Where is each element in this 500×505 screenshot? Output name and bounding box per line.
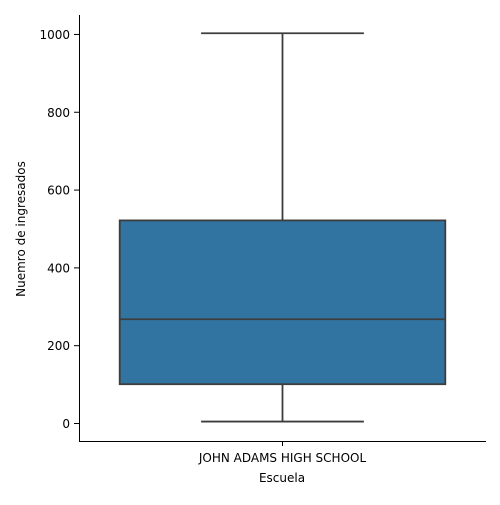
x-axis-label: Escuela bbox=[259, 471, 305, 485]
y-tick-label: 400 bbox=[47, 261, 70, 275]
plot-area bbox=[118, 32, 447, 423]
y-tick-label: 1000 bbox=[39, 28, 70, 42]
x-axis-ticks: JOHN ADAMS HIGH SCHOOL bbox=[198, 441, 367, 465]
y-axis-label: Nuemro de ingresados bbox=[14, 161, 28, 297]
iqr-box bbox=[118, 219, 447, 386]
y-tick-label: 800 bbox=[47, 106, 70, 120]
y-tick-label: 200 bbox=[47, 339, 70, 353]
y-tick-label: 0 bbox=[62, 417, 70, 431]
box-group bbox=[118, 32, 447, 423]
y-tick-label: 600 bbox=[47, 184, 70, 198]
x-tick-label: JOHN ADAMS HIGH SCHOOL bbox=[198, 451, 367, 465]
y-axis-ticks: 0 200 400 600 800 1000 bbox=[39, 28, 79, 431]
